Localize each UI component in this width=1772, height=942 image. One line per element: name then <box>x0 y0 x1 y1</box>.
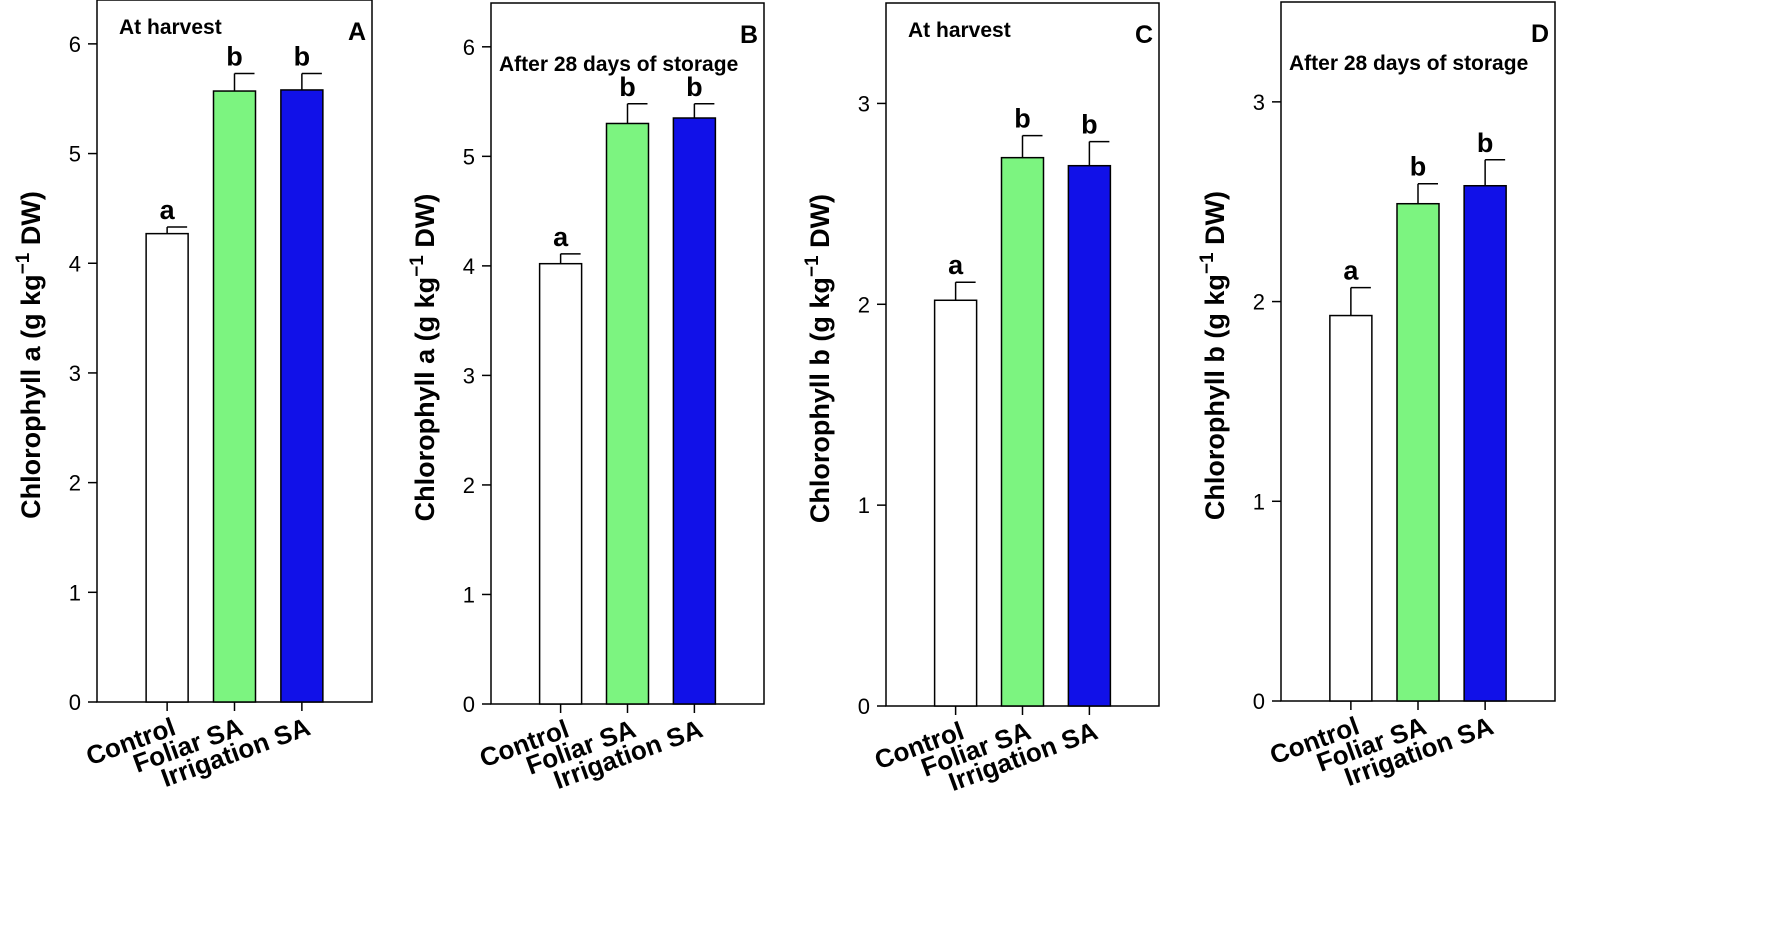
significance-label: a <box>160 195 176 225</box>
y-tick-label: 0 <box>1253 689 1265 714</box>
panel-d: 0 1 2 3 Chlorophyll b (g kg−1 DW) After 28 da… <box>1197 1 1556 792</box>
y-tick-label: 3 <box>69 361 81 386</box>
significance-label: b <box>1477 128 1494 158</box>
panel-letter: C <box>1135 21 1153 49</box>
y-tick-label: 3 <box>1253 90 1265 115</box>
y-tick-label: 0 <box>69 690 81 715</box>
y-axis-label: Chlorophyll a (g kg−1 DW) <box>407 194 440 522</box>
bar-control <box>538 262 583 705</box>
panel-c: 0 1 2 3 Chlorophyll b (g kg−1 DW) At harvest C… <box>802 2 1160 797</box>
bar-irrigation-sa <box>672 117 717 705</box>
y-axis-label: Chlorophyll b (g kg−1 DW) <box>802 194 835 523</box>
panel-letter: A <box>348 18 366 46</box>
y-tick-label: 0 <box>463 692 475 717</box>
y-tick-label: 4 <box>69 251 81 276</box>
significance-label: a <box>1343 256 1359 286</box>
y-axis-label: Chlorophyll a (g kg−1 DW) <box>13 191 46 519</box>
bar-irrigation-sa <box>1463 184 1507 702</box>
bar-foliar-sa <box>1000 156 1045 707</box>
y-tick-label: 6 <box>69 32 81 57</box>
y-tick-label: 2 <box>69 471 81 496</box>
significance-label: b <box>294 41 311 71</box>
significance-label: b <box>226 41 243 71</box>
bar-foliar-sa <box>212 90 257 703</box>
significance-label: b <box>686 72 703 102</box>
panel-b: 0 1 2 3 4 5 6 Chlorophyll a (g kg−1 DW) After 28… <box>407 2 765 795</box>
panel-a: 0 1 2 3 4 5 6 Chlorophyll a (g kg−1 DW) At harve… <box>13 0 373 793</box>
bar-irrigation-sa <box>280 89 324 703</box>
y-tick-label: 2 <box>463 473 475 498</box>
bar-foliar-sa <box>605 122 650 705</box>
significance-label: a <box>948 250 964 280</box>
panel-title: At harvest <box>908 19 1011 42</box>
panel-letter: D <box>1531 20 1549 48</box>
bar-control <box>1329 314 1373 702</box>
y-tick-label: 1 <box>463 582 475 607</box>
bar-irrigation-sa <box>1067 164 1112 707</box>
y-tick-label: 5 <box>69 142 81 167</box>
y-tick-label: 6 <box>463 35 475 60</box>
y-tick-label: 4 <box>463 254 475 279</box>
y-tick-label: 2 <box>1253 290 1265 315</box>
panel-title: After 28 days of storage <box>1289 52 1528 75</box>
y-tick-label: 2 <box>858 292 870 317</box>
y-tick-label: 1 <box>1253 489 1265 514</box>
significance-label: b <box>1014 104 1031 134</box>
y-tick-label: 5 <box>463 144 475 169</box>
panel-letter: B <box>740 21 758 49</box>
significance-label: b <box>1081 110 1098 140</box>
significance-label: a <box>553 222 569 252</box>
panel-title: After 28 days of storage <box>499 53 738 76</box>
y-tick-label: 0 <box>858 694 870 719</box>
significance-label: b <box>619 72 636 102</box>
y-tick-label: 3 <box>858 91 870 116</box>
y-tick-label: 3 <box>463 363 475 388</box>
bar-control <box>145 232 189 703</box>
significance-label: b <box>1410 152 1427 182</box>
y-tick-label: 1 <box>858 493 870 518</box>
bar-control <box>933 299 978 707</box>
panel-title: At harvest <box>119 16 222 39</box>
bar-foliar-sa <box>1396 202 1440 702</box>
y-tick-label: 1 <box>69 580 81 605</box>
y-axis-label: Chlorophyll b (g kg−1 DW) <box>1197 191 1230 520</box>
